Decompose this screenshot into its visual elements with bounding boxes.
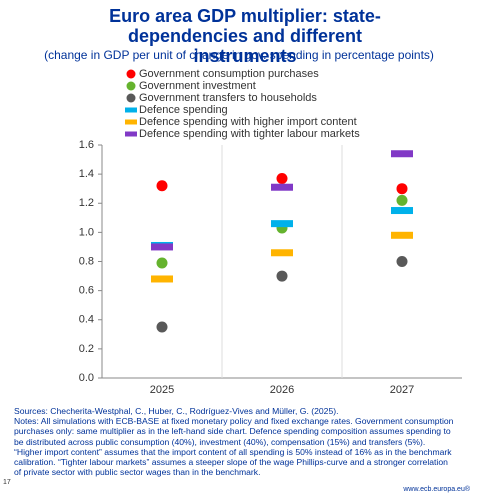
chart: Government consumption purchasesGovernme… [79, 68, 462, 396]
legend-label: Defence spending with tighter labour mar… [139, 128, 360, 140]
dash [271, 183, 293, 191]
y-tick-label: 1.2 [79, 197, 94, 209]
dash [271, 249, 293, 257]
x-tick-label: 2026 [270, 384, 294, 396]
x-tick-label: 2025 [150, 384, 174, 396]
legend-label: Government transfers to households [139, 92, 317, 104]
dot [276, 172, 288, 184]
legend-label: Government investment [139, 80, 256, 92]
legend-marker [126, 93, 136, 103]
chart-subtitle: (change in GDP per unit of change in gov… [44, 48, 434, 62]
dot [396, 183, 408, 195]
legend-label: Government consumption purchases [139, 68, 319, 80]
legend-marker [126, 69, 136, 79]
dot [156, 321, 168, 333]
legend-marker [126, 81, 136, 91]
y-tick-label: 0.2 [79, 343, 94, 355]
dash [391, 231, 413, 239]
y-tick-label: 1.6 [79, 139, 94, 151]
sources: Sources: Checherita-Westphal, C., Huber,… [14, 406, 339, 416]
notes: Sources: Checherita-Westphal, C., Huber,… [14, 406, 454, 477]
legend-label: Defence spending with higher import cont… [139, 116, 357, 128]
dash [391, 150, 413, 158]
page-number: 17 [3, 479, 11, 486]
notes-text: Notes: All simulations with ECB-BASE at … [14, 416, 454, 478]
dash [151, 243, 173, 251]
dash [271, 220, 293, 228]
legend-marker [125, 107, 137, 113]
y-tick-label: 1.0 [79, 226, 94, 238]
dot [396, 256, 408, 267]
dot [396, 194, 408, 206]
y-tick-label: 0.4 [79, 314, 94, 326]
y-tick-label: 0.0 [79, 372, 94, 384]
dot [156, 257, 168, 269]
y-tick-label: 1.4 [79, 168, 94, 180]
dash [151, 275, 173, 283]
legend-marker [125, 131, 137, 137]
legend-label: Defence spending [139, 104, 228, 116]
dash [391, 207, 413, 215]
y-tick-label: 0.6 [79, 285, 94, 297]
url: www.ecb.europa.eu® [403, 486, 470, 493]
x-tick-label: 2027 [390, 384, 414, 396]
dot [156, 180, 168, 192]
y-tick-label: 0.8 [79, 255, 94, 267]
legend-marker [125, 119, 137, 125]
chart-title: Euro area GDP multiplier: state-dependen… [109, 6, 381, 66]
dot [276, 270, 288, 282]
